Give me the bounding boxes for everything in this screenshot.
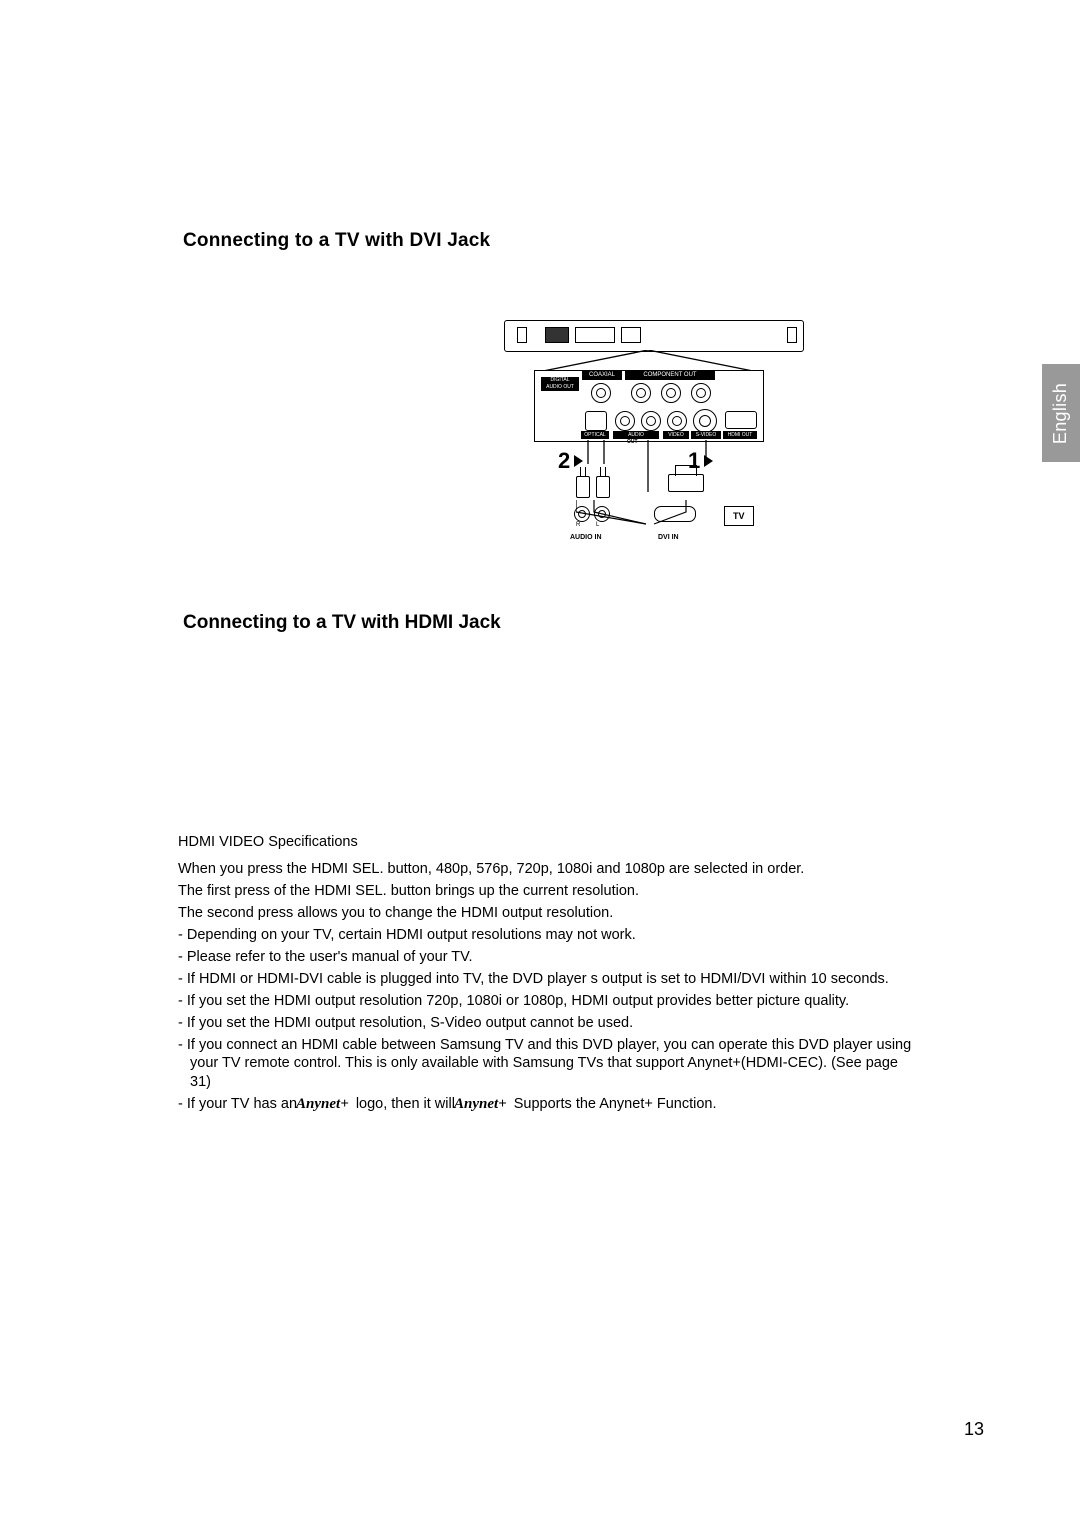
spec-bullet: - If you set the HDMI output resolution … bbox=[178, 992, 918, 1011]
anynet-prefix: - If your TV has an bbox=[178, 1096, 301, 1112]
spec-bullet: - If you connect an HDMI cable between S… bbox=[178, 1036, 918, 1093]
label-coaxial: COAXIAL bbox=[582, 371, 622, 380]
device-top-view bbox=[504, 320, 804, 352]
label-audio: AUDIO bbox=[613, 431, 659, 439]
tv-box-label: TV bbox=[724, 506, 754, 526]
label-dvi-in: DVI IN bbox=[658, 534, 679, 541]
device-slot bbox=[575, 327, 615, 343]
label-video: VIDEO bbox=[663, 431, 689, 439]
arrow-icon bbox=[704, 455, 713, 467]
plug-icon bbox=[596, 476, 610, 498]
arrow-icon bbox=[574, 455, 583, 467]
port-audio-r bbox=[641, 411, 661, 431]
language-label: English bbox=[1051, 382, 1072, 443]
anynet-logo: Anynet+ bbox=[301, 1095, 352, 1115]
hdmi-spec-block: HDMI VIDEO Specifications When you press… bbox=[178, 833, 918, 1118]
jack-icon bbox=[574, 506, 590, 522]
spec-bullets: - Depending on your TV, certain HDMI out… bbox=[178, 926, 918, 1114]
device-slot bbox=[545, 327, 569, 343]
plug-icon bbox=[576, 476, 590, 498]
label-digital-audio: DIGITAL AUDIO OUT bbox=[541, 377, 579, 391]
anynet-suffix: Supports the Anynet+ Function. bbox=[514, 1096, 717, 1112]
spec-bullet: - Please refer to the user's manual of y… bbox=[178, 948, 918, 967]
label-hdmi: HDMI OUT bbox=[723, 431, 757, 439]
manual-page: English Connecting to a TV with DVI Jack… bbox=[0, 0, 1080, 1528]
label-optical: OPTICAL bbox=[581, 431, 609, 439]
port-audio-l bbox=[615, 411, 635, 431]
jack-l: L bbox=[596, 522, 599, 528]
spec-bullet: - If HDMI or HDMI-DVI cable is plugged i… bbox=[178, 970, 918, 989]
step-number: 2 bbox=[558, 448, 570, 474]
port-video bbox=[667, 411, 687, 431]
port-svideo bbox=[693, 409, 717, 433]
spec-bullet-anynet: - If your TV has an Anynet+ logo, then i… bbox=[178, 1095, 918, 1115]
spec-line: The second press allows you to change th… bbox=[178, 904, 918, 923]
device-slot bbox=[517, 327, 527, 343]
anynet-logo: Anynet+ bbox=[459, 1095, 510, 1115]
section-title-hdmi: Connecting to a TV with HDMI Jack bbox=[183, 612, 985, 634]
label-component: COMPONENT OUT bbox=[625, 371, 715, 380]
anynet-mid: logo, then it will bbox=[356, 1096, 459, 1112]
tv-dvi-jack bbox=[654, 506, 696, 522]
port-optical bbox=[585, 411, 607, 431]
port-component bbox=[691, 383, 711, 403]
port-component bbox=[631, 383, 651, 403]
rear-panel: COAXIAL COMPONENT OUT DIGITAL AUDIO OUT … bbox=[534, 370, 764, 442]
spec-line: When you press the HDMI SEL. button, 480… bbox=[178, 860, 918, 879]
spec-bullet: - If you set the HDMI output resolution,… bbox=[178, 1014, 918, 1033]
spec-heading: HDMI VIDEO Specifications bbox=[178, 833, 918, 852]
port-hdmi bbox=[725, 411, 757, 429]
label-svideo: S-VIDEO bbox=[691, 431, 721, 439]
language-tab: English bbox=[1042, 364, 1080, 462]
dvi-connection-diagram: COAXIAL COMPONENT OUT DIGITAL AUDIO OUT … bbox=[498, 308, 808, 568]
jack-icon bbox=[594, 506, 610, 522]
tv-dvi-plug bbox=[668, 474, 704, 492]
page-number: 13 bbox=[964, 1419, 984, 1440]
jack-r: R bbox=[576, 522, 580, 528]
spec-bullet: - Depending on your TV, certain HDMI out… bbox=[178, 926, 918, 945]
tv-audio-plugs bbox=[576, 476, 610, 498]
section-title-dvi: Connecting to a TV with DVI Jack bbox=[183, 230, 985, 252]
tv-audio-jacks bbox=[574, 506, 610, 522]
label-audio-in: AUDIO IN bbox=[570, 534, 602, 541]
port-coaxial bbox=[591, 383, 611, 403]
callout-lines bbox=[538, 350, 758, 372]
port-component bbox=[661, 383, 681, 403]
device-slot bbox=[621, 327, 641, 343]
spec-line: The first press of the HDMI SEL. button … bbox=[178, 882, 918, 901]
device-slot bbox=[787, 327, 797, 343]
